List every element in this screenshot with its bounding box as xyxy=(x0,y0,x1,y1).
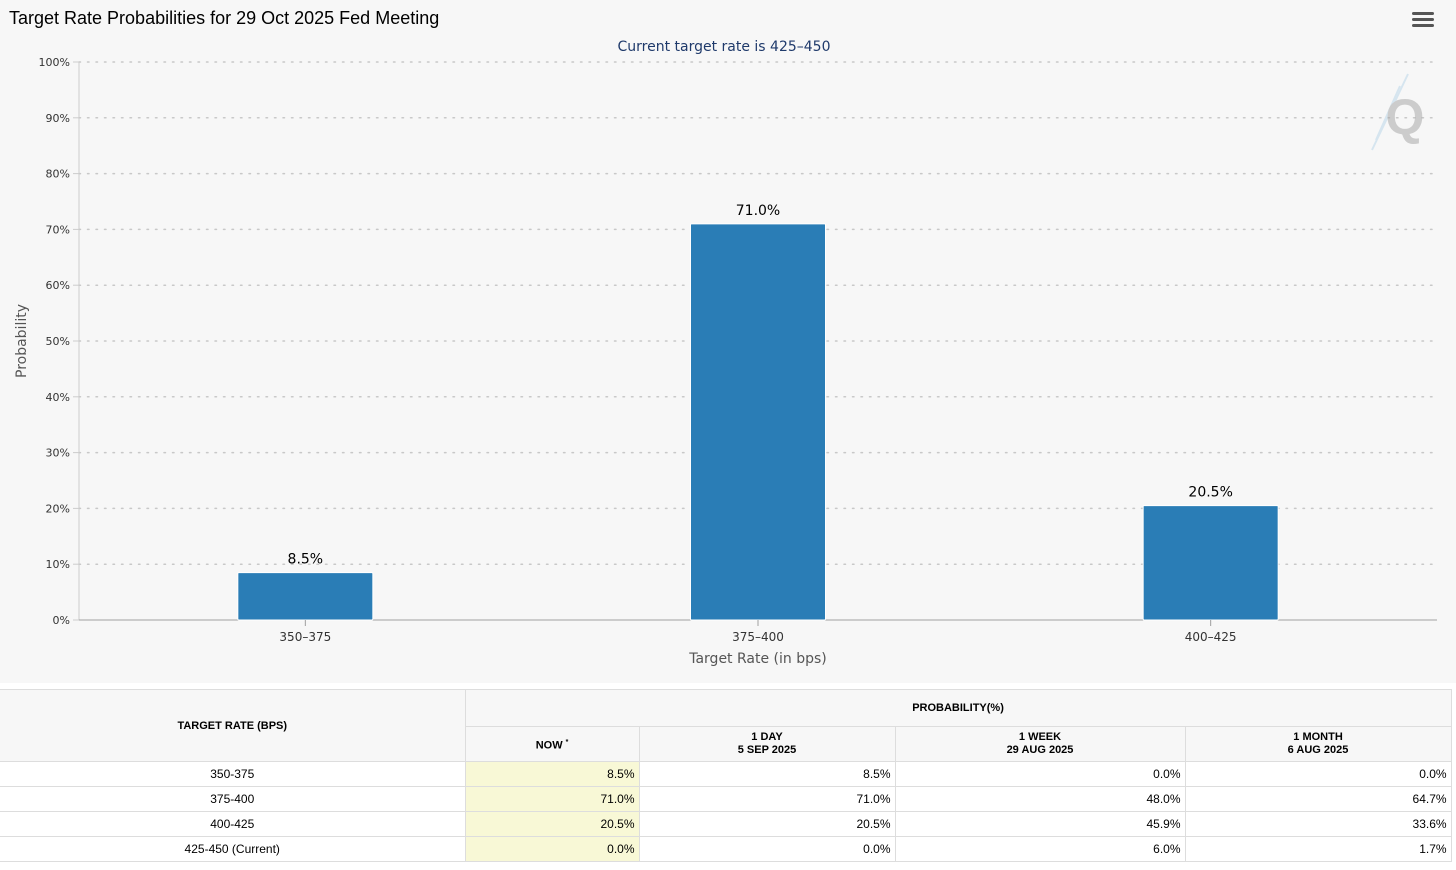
cell-1-day: 0.0% xyxy=(638,836,896,862)
table-row: 350-375 8.5% 8.5% 0.0% 0.0% xyxy=(0,761,1452,787)
bar-data-label: 8.5% xyxy=(288,552,324,568)
header-1-day: 1 DAY 5 SEP 2025 xyxy=(638,726,896,762)
cell-now: 20.5% xyxy=(464,811,640,837)
chart-area: Target Rate Probabilities for 29 Oct 202… xyxy=(9,8,1438,667)
y-tick-label: 60% xyxy=(46,279,70,292)
cell-1-month: 33.6% xyxy=(1184,811,1452,837)
y-tick-label: 100% xyxy=(39,56,70,69)
header-1-month: 1 MONTH 6 AUG 2025 xyxy=(1184,726,1452,762)
header-1-week: 1 WEEK 29 AUG 2025 xyxy=(894,726,1186,762)
page-title: Target Rate Probabilities for 29 Oct 202… xyxy=(9,8,440,28)
hamburger-menu-icon[interactable] xyxy=(1412,12,1434,32)
bar[interactable] xyxy=(1142,505,1279,621)
cell-1-day: 20.5% xyxy=(638,811,896,837)
x-axis-label: Target Rate (in bps) xyxy=(688,651,827,667)
header-target-rate: TARGET RATE (BPS) xyxy=(0,689,466,762)
y-tick-label: 50% xyxy=(46,335,70,348)
table-row: 400-425 20.5% 20.5% 45.9% 33.6% xyxy=(0,811,1452,837)
y-tick-label: 20% xyxy=(46,502,70,515)
cell-1-week: 6.0% xyxy=(894,836,1186,862)
bar[interactable] xyxy=(690,223,826,621)
table-row: 425-450 (Current) 0.0% 0.0% 6.0% 1.7% xyxy=(0,836,1452,862)
bars: 8.5% 350–375 71.0% 375–400 20.5% 400–425 xyxy=(237,203,1279,644)
y-tick-label: 40% xyxy=(46,391,70,404)
bar[interactable] xyxy=(237,572,374,621)
cell-1-week: 48.0% xyxy=(894,786,1186,812)
probability-table-container: TARGET RATE (BPS) PROBABILITY(%) NOW * 1 … xyxy=(0,689,1452,862)
x-tick-label: 375–400 xyxy=(732,630,784,644)
x-tick-label: 350–375 xyxy=(279,630,331,644)
y-tick-label: 80% xyxy=(46,168,70,181)
cell-1-month: 64.7% xyxy=(1184,786,1452,812)
cell-now: 8.5% xyxy=(464,761,640,787)
table-row: 375-400 71.0% 71.0% 48.0% 64.7% xyxy=(0,786,1452,812)
bar-data-label: 20.5% xyxy=(1188,485,1232,501)
cell-1-week: 0.0% xyxy=(894,761,1186,787)
y-tick-label: 0% xyxy=(53,614,70,627)
probability-table: TARGET RATE (BPS) PROBABILITY(%) NOW * 1 … xyxy=(0,689,1452,862)
q-logo-icon: Q xyxy=(1371,73,1425,151)
y-tick-label: 90% xyxy=(46,112,70,125)
x-tick-label: 400–425 xyxy=(1185,630,1237,644)
chart-subtitle: Current target rate is 425–450 xyxy=(617,39,830,55)
cell-1-month: 0.0% xyxy=(1184,761,1452,787)
cell-rate: 375-400 xyxy=(0,786,466,812)
cell-now: 71.0% xyxy=(464,786,640,812)
y-tick-label: 10% xyxy=(46,558,70,571)
cell-1-month: 1.7% xyxy=(1184,836,1452,862)
cell-rate: 425-450 (Current) xyxy=(0,836,466,862)
y-axis-label: Probability xyxy=(14,304,30,378)
cell-now: 0.0% xyxy=(464,836,640,862)
bar-data-label: 71.0% xyxy=(736,203,780,219)
cell-rate: 350-375 xyxy=(0,761,466,787)
y-axis-ticks: 0% 10% 20% 30% 40% 50% 60% 70% 80% 90% 100% xyxy=(39,56,79,627)
cell-rate: 400-425 xyxy=(0,811,466,837)
header-now: NOW * xyxy=(464,726,640,762)
svg-text:Q: Q xyxy=(1386,89,1425,145)
cell-1-day: 71.0% xyxy=(638,786,896,812)
cell-1-day: 8.5% xyxy=(638,761,896,787)
header-probability: PROBABILITY(%) xyxy=(464,689,1452,727)
bar-chart: Current target rate is 425–450 0% 10% 20% 3… xyxy=(14,39,1438,667)
y-tick-label: 30% xyxy=(46,447,70,460)
y-tick-label: 70% xyxy=(46,223,70,236)
cell-1-week: 45.9% xyxy=(894,811,1186,837)
